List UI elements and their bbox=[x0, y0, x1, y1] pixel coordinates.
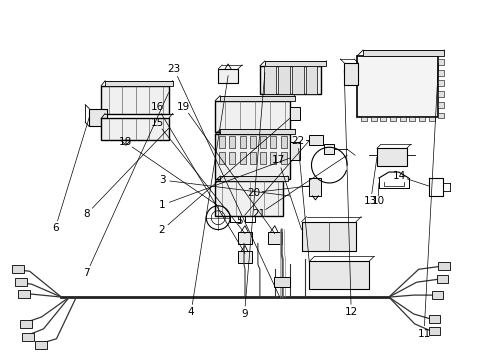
Bar bbox=[438, 113, 444, 118]
Text: 3: 3 bbox=[159, 175, 165, 185]
Bar bbox=[436, 275, 447, 283]
Bar bbox=[438, 59, 444, 65]
Bar bbox=[239, 136, 245, 148]
Bar bbox=[438, 69, 444, 76]
Bar bbox=[376, 148, 406, 166]
Bar bbox=[249, 152, 255, 164]
Text: 7: 7 bbox=[83, 268, 90, 278]
Bar bbox=[238, 231, 251, 243]
Text: 16: 16 bbox=[150, 102, 163, 112]
Text: 21: 21 bbox=[252, 209, 265, 219]
Bar bbox=[280, 152, 286, 164]
Bar bbox=[219, 152, 224, 164]
Bar bbox=[280, 136, 286, 148]
Text: 20: 20 bbox=[247, 188, 260, 198]
Text: 19: 19 bbox=[177, 102, 190, 112]
Text: 2: 2 bbox=[159, 225, 165, 235]
Bar bbox=[438, 262, 449, 270]
Bar bbox=[238, 251, 251, 264]
Bar bbox=[408, 117, 414, 121]
Bar bbox=[220, 129, 294, 134]
Bar bbox=[229, 152, 235, 164]
Text: 12: 12 bbox=[344, 307, 357, 317]
Bar bbox=[324, 144, 334, 154]
Text: 18: 18 bbox=[119, 138, 132, 148]
Bar bbox=[218, 69, 238, 83]
Bar bbox=[438, 102, 444, 108]
Bar bbox=[344, 63, 357, 85]
Text: 1: 1 bbox=[159, 200, 165, 210]
Bar bbox=[260, 152, 265, 164]
Bar bbox=[309, 135, 323, 145]
Bar bbox=[418, 117, 424, 121]
Bar bbox=[264, 66, 275, 94]
Bar bbox=[220, 176, 287, 181]
Bar bbox=[380, 117, 386, 121]
Bar bbox=[267, 231, 281, 243]
Bar bbox=[389, 117, 395, 121]
Text: 22: 22 bbox=[291, 136, 304, 146]
Bar bbox=[215, 181, 282, 216]
Bar bbox=[399, 117, 405, 121]
Bar bbox=[239, 152, 245, 164]
Bar bbox=[270, 136, 276, 148]
Bar bbox=[305, 66, 317, 94]
Text: 17: 17 bbox=[271, 156, 285, 165]
Bar bbox=[370, 117, 376, 121]
Bar bbox=[309, 261, 368, 289]
Text: 23: 23 bbox=[167, 64, 181, 74]
Text: 8: 8 bbox=[83, 209, 90, 219]
Bar bbox=[12, 265, 24, 273]
Bar bbox=[264, 61, 325, 66]
Bar bbox=[360, 117, 366, 121]
Bar bbox=[229, 136, 235, 148]
Bar bbox=[289, 142, 299, 160]
Bar bbox=[20, 320, 32, 328]
Bar bbox=[219, 136, 224, 148]
Bar bbox=[215, 100, 289, 132]
Bar bbox=[362, 50, 444, 56]
Bar bbox=[431, 291, 443, 299]
Text: 13: 13 bbox=[363, 197, 377, 206]
Bar bbox=[21, 333, 34, 341]
Text: 15: 15 bbox=[150, 118, 163, 128]
Bar bbox=[427, 327, 440, 335]
Bar bbox=[18, 290, 30, 298]
Bar bbox=[438, 80, 444, 86]
Bar bbox=[273, 277, 289, 287]
Bar bbox=[15, 278, 27, 286]
Bar bbox=[301, 222, 355, 251]
Bar bbox=[356, 56, 438, 117]
Bar bbox=[427, 315, 440, 323]
Text: 9: 9 bbox=[241, 309, 247, 319]
Bar bbox=[89, 109, 107, 126]
Text: 11: 11 bbox=[417, 329, 430, 339]
Text: 10: 10 bbox=[370, 197, 384, 206]
Bar bbox=[101, 86, 168, 113]
Bar bbox=[277, 66, 289, 94]
Bar bbox=[249, 136, 255, 148]
Text: 6: 6 bbox=[52, 223, 59, 233]
Bar bbox=[427, 117, 434, 121]
Bar bbox=[438, 91, 444, 97]
Bar bbox=[101, 118, 168, 140]
Bar bbox=[220, 96, 294, 100]
Bar bbox=[270, 152, 276, 164]
Text: 4: 4 bbox=[187, 307, 194, 317]
Bar bbox=[215, 134, 289, 179]
Bar bbox=[259, 66, 321, 94]
Bar bbox=[309, 178, 321, 196]
Bar bbox=[289, 107, 299, 121]
Text: 5: 5 bbox=[236, 216, 243, 226]
Bar bbox=[105, 81, 172, 86]
Bar bbox=[35, 341, 46, 349]
Bar bbox=[260, 136, 265, 148]
Text: 14: 14 bbox=[392, 171, 406, 181]
Bar bbox=[291, 66, 303, 94]
